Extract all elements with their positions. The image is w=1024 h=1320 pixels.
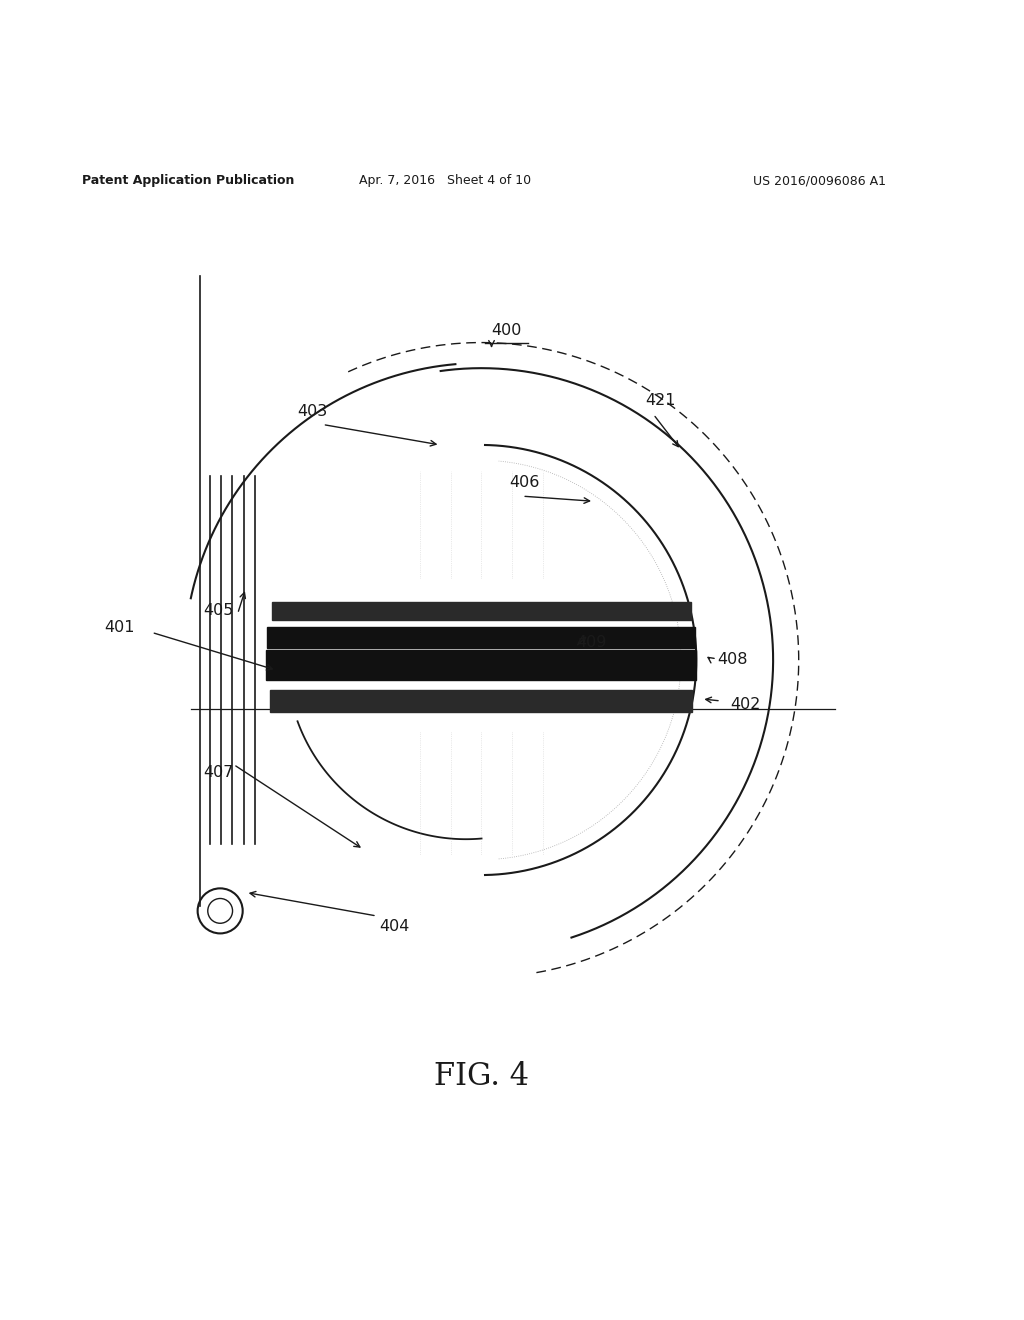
- Text: 405: 405: [203, 603, 233, 618]
- Text: 400: 400: [492, 323, 522, 338]
- Text: 401: 401: [104, 619, 135, 635]
- Text: 421: 421: [645, 393, 676, 408]
- Text: FIG. 4: FIG. 4: [434, 1061, 528, 1092]
- Text: 408: 408: [717, 652, 748, 668]
- Bar: [267, 627, 695, 648]
- Text: 402: 402: [730, 697, 761, 711]
- Text: US 2016/0096086 A1: US 2016/0096086 A1: [753, 174, 886, 187]
- Text: 406: 406: [509, 475, 540, 490]
- Text: Patent Application Publication: Patent Application Publication: [82, 174, 294, 187]
- Bar: [270, 689, 692, 713]
- Text: 409: 409: [577, 635, 607, 649]
- Text: Apr. 7, 2016   Sheet 4 of 10: Apr. 7, 2016 Sheet 4 of 10: [359, 174, 531, 187]
- Text: 404: 404: [379, 919, 410, 933]
- Bar: [272, 602, 690, 620]
- Bar: [266, 649, 696, 681]
- Text: 407: 407: [203, 766, 233, 780]
- Text: 403: 403: [297, 404, 328, 418]
